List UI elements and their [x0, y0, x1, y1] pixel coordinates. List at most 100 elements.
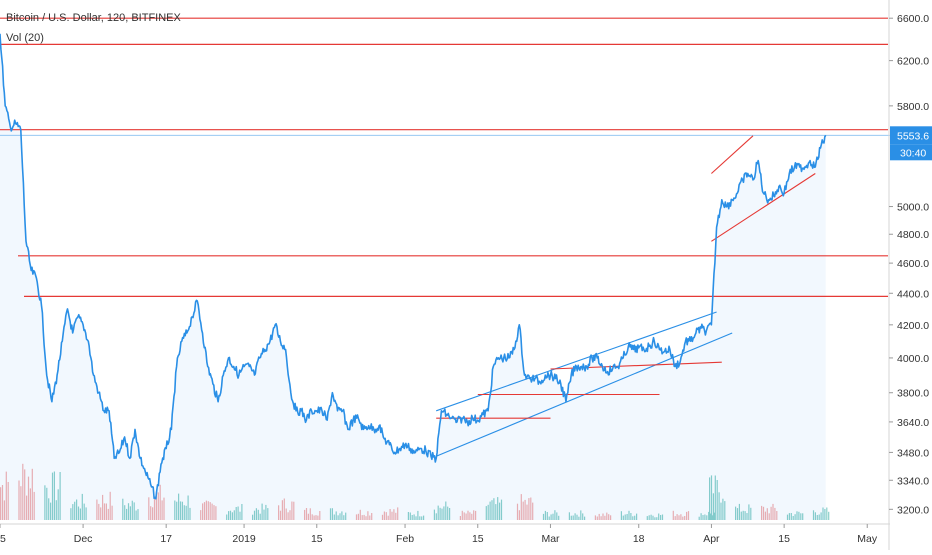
- x-tick-label: 15: [311, 533, 323, 545]
- volume-bar: [570, 515, 572, 520]
- volume-bar: [661, 514, 664, 520]
- volume-bar: [369, 515, 371, 520]
- volume-bar: [710, 475, 713, 520]
- y-tick-label: 3800.0: [897, 388, 929, 400]
- volume-bar: [129, 506, 131, 520]
- volume-bar: [200, 510, 202, 520]
- volume-bar: [794, 514, 796, 520]
- volume-bar: [772, 503, 774, 520]
- volume-bar: [550, 514, 552, 520]
- volume-bar: [687, 511, 690, 520]
- volume-bar: [824, 509, 826, 520]
- volume-indicator-label[interactable]: Vol (20): [6, 32, 44, 44]
- volume-bar: [526, 504, 528, 520]
- y-tick-label: 6200.0: [897, 56, 929, 68]
- volume-bar: [820, 512, 822, 520]
- volume-bar: [546, 512, 548, 520]
- volume-bar: [828, 511, 830, 520]
- volume-bar: [423, 515, 425, 520]
- volume-bar: [443, 506, 445, 520]
- volume-bar: [122, 498, 124, 520]
- volume-bar: [706, 515, 708, 520]
- volume-bar: [57, 489, 59, 520]
- volume-bar: [724, 501, 726, 520]
- volume-bar: [720, 502, 722, 520]
- symbol-title[interactable]: Bitcoin / U.S. Dollar, 120, BITFINEX: [6, 12, 181, 24]
- volume-bar: [516, 503, 519, 520]
- volume-bar: [203, 502, 206, 520]
- volume-bar: [578, 516, 580, 520]
- volume-bar: [207, 501, 209, 520]
- volume-bar: [493, 498, 495, 520]
- volume-bar: [654, 517, 656, 520]
- volume-bar: [44, 485, 46, 520]
- volume-bar: [152, 507, 154, 520]
- volume-bar: [556, 512, 558, 520]
- x-tick-label: 15: [0, 533, 6, 545]
- volume-bar: [102, 494, 104, 520]
- volume-bar: [135, 510, 137, 520]
- volume-bar: [343, 515, 345, 520]
- volume-bar: [72, 504, 74, 520]
- price-area-fill: [0, 33, 826, 521]
- volume-bar: [413, 514, 415, 520]
- volume-bar: [518, 510, 520, 520]
- volume-bar: [209, 502, 211, 520]
- last-price-badge: [890, 126, 932, 145]
- volume-bar: [181, 501, 183, 520]
- volume-bar: [263, 509, 265, 520]
- x-tick-label: Mar: [541, 533, 560, 545]
- volume-bar: [473, 510, 475, 520]
- volume-bar: [548, 516, 550, 520]
- volume-bar: [716, 480, 718, 520]
- volume-bar: [606, 512, 608, 520]
- volume-bar: [576, 514, 578, 520]
- volume-bar: [359, 509, 361, 520]
- volume-bar: [620, 511, 622, 520]
- volume-bar: [744, 511, 746, 520]
- volume-bar: [289, 510, 291, 520]
- volume-bar: [179, 501, 182, 520]
- volume-bar: [137, 509, 139, 520]
- volume-bar: [259, 513, 261, 520]
- volume-bar: [287, 512, 289, 520]
- y-tick-label: 3340.0: [897, 475, 929, 487]
- volume-bar: [626, 514, 628, 520]
- volume-bar: [636, 513, 638, 520]
- volume-bar: [153, 498, 156, 520]
- volume-bar: [676, 514, 678, 520]
- volume-bar: [48, 498, 50, 520]
- volume-bar: [26, 495, 28, 520]
- volume-bar: [76, 499, 78, 520]
- volume-bar: [532, 502, 534, 520]
- volume-bar: [495, 504, 497, 520]
- y-tick-label: 4200.0: [897, 320, 929, 332]
- volume-bar: [598, 513, 600, 520]
- volume-bar: [397, 507, 399, 520]
- volume-bar: [459, 516, 461, 520]
- volume-bar: [74, 501, 76, 520]
- volume-bar: [646, 516, 648, 520]
- volume-bar: [471, 513, 473, 520]
- volume-bar: [98, 503, 100, 520]
- volume-bar: [702, 515, 704, 520]
- volume-bar: [441, 508, 443, 520]
- volume-bar: [317, 515, 319, 520]
- volume-bar: [680, 514, 682, 520]
- volume-bar: [235, 507, 237, 520]
- volume-bar: [161, 500, 163, 520]
- volume-bar: [381, 514, 384, 520]
- volume-bar: [500, 499, 503, 520]
- volume-bar: [558, 515, 560, 520]
- volume-bar: [710, 513, 712, 520]
- volume-bar: [241, 504, 243, 520]
- volume-bar: [447, 506, 449, 520]
- volume-bar: [395, 512, 397, 520]
- volume-bar: [656, 517, 658, 520]
- volume-bar: [411, 515, 413, 520]
- volume-bar: [77, 506, 80, 520]
- volume-bar: [800, 513, 802, 520]
- volume-bar: [363, 514, 365, 520]
